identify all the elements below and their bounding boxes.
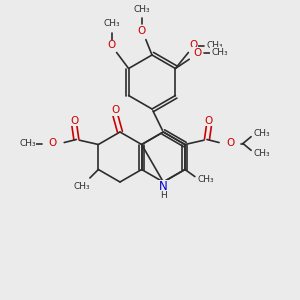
Text: O: O <box>193 47 202 58</box>
Text: O: O <box>189 40 197 50</box>
Text: CH₃: CH₃ <box>134 5 150 14</box>
Text: N: N <box>159 181 168 194</box>
Text: O: O <box>48 139 56 148</box>
Text: O: O <box>70 116 79 125</box>
Text: CH₃: CH₃ <box>103 19 120 28</box>
Text: O: O <box>107 40 116 50</box>
Text: CH₃: CH₃ <box>206 41 223 50</box>
Text: CH₃: CH₃ <box>73 182 90 191</box>
Text: CH₃: CH₃ <box>198 175 214 184</box>
Text: CH₃: CH₃ <box>211 48 228 57</box>
Text: O: O <box>227 139 235 148</box>
Text: CH₃: CH₃ <box>254 149 270 158</box>
Text: CH₃: CH₃ <box>19 139 36 148</box>
Text: O: O <box>138 26 146 36</box>
Text: O: O <box>205 116 213 125</box>
Text: O: O <box>111 105 119 115</box>
Text: H: H <box>160 191 167 200</box>
Text: CH₃: CH₃ <box>254 129 270 138</box>
